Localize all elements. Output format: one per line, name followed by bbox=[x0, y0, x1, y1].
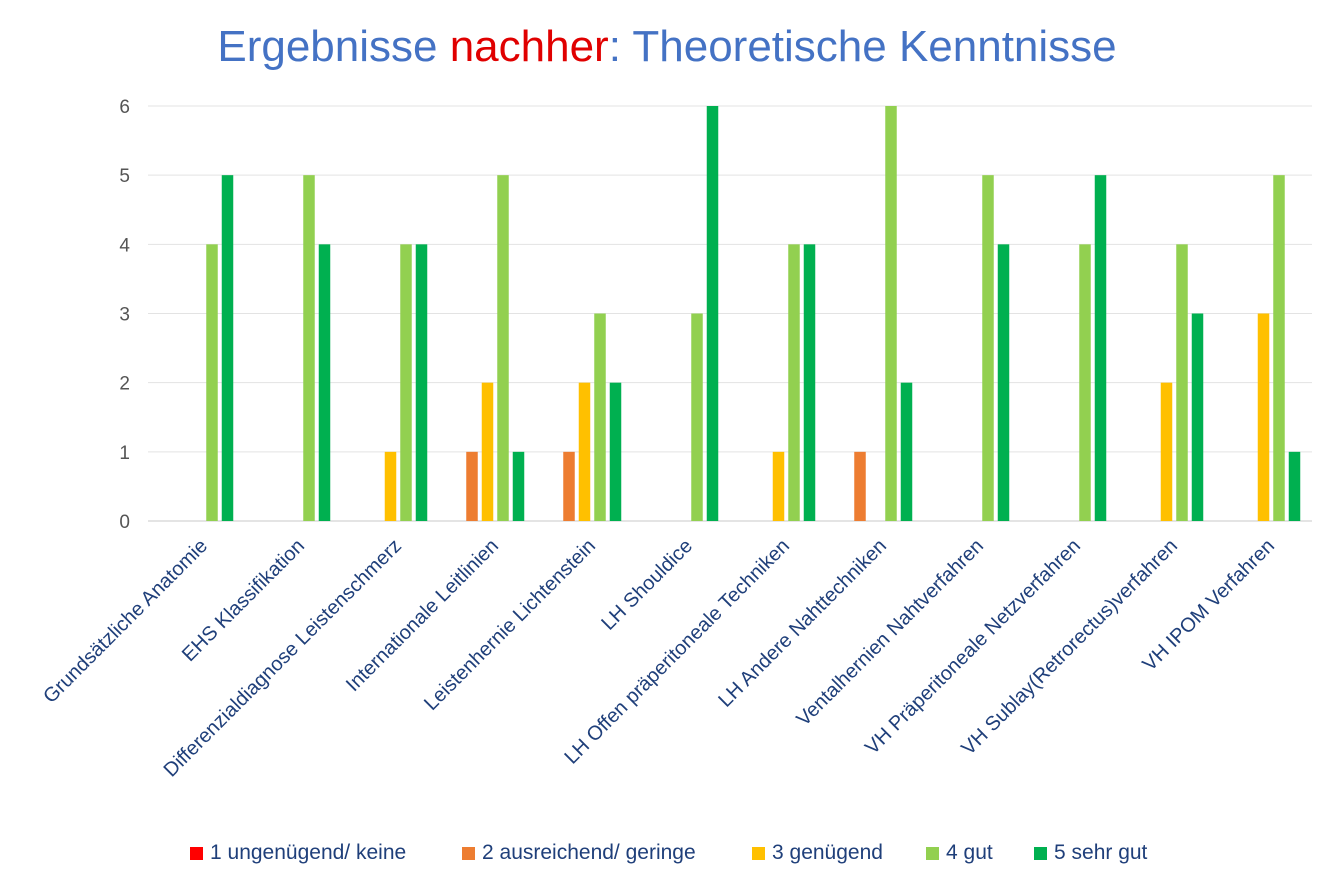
bar bbox=[885, 106, 897, 521]
y-tick-label: 6 bbox=[119, 97, 130, 118]
bar bbox=[803, 244, 816, 522]
bar bbox=[206, 244, 218, 522]
legend: 1 ungenügend/ keine 2 ausreichend/ gering… bbox=[190, 841, 1148, 864]
legend-swatch bbox=[462, 847, 475, 860]
bar bbox=[400, 244, 412, 522]
legend-swatch bbox=[926, 847, 939, 860]
bar bbox=[1273, 175, 1285, 521]
legend-label: 4 gut bbox=[946, 841, 993, 864]
legend-item: 4 gut bbox=[926, 841, 993, 864]
bar bbox=[512, 451, 525, 521]
bar bbox=[594, 313, 606, 521]
bar bbox=[1257, 313, 1270, 521]
bar bbox=[318, 244, 331, 522]
legend-swatch bbox=[1034, 847, 1047, 860]
bar bbox=[415, 244, 428, 522]
x-tick-label: Grundsätzliche Anatomie bbox=[39, 535, 212, 708]
gridlines bbox=[148, 105, 1312, 522]
legend-item: 5 sehr gut bbox=[1034, 841, 1148, 864]
bar bbox=[788, 244, 800, 522]
bar bbox=[303, 175, 315, 521]
bar bbox=[609, 382, 622, 521]
y-tick-label: 3 bbox=[119, 305, 130, 326]
legend-label: 2 ausreichend/ geringe bbox=[482, 841, 696, 864]
x-tick-label: LH Shouldice bbox=[597, 535, 697, 635]
bar bbox=[772, 451, 785, 521]
bar bbox=[466, 451, 478, 521]
bar bbox=[1160, 382, 1173, 521]
bar bbox=[997, 244, 1010, 522]
y-tick-label: 2 bbox=[119, 374, 130, 395]
title-part2: : Theoretische Kenntnisse bbox=[608, 22, 1117, 71]
bar bbox=[481, 382, 494, 521]
bar bbox=[1288, 451, 1301, 521]
bar bbox=[563, 451, 575, 521]
bar bbox=[1094, 175, 1107, 521]
legend-swatch bbox=[190, 847, 203, 860]
bar bbox=[1191, 313, 1204, 521]
x-tick-label: LH Andere Nahttechniken bbox=[714, 535, 891, 712]
bar bbox=[982, 175, 994, 521]
bar bbox=[497, 175, 509, 521]
legend-label: 3 genügend bbox=[772, 841, 883, 864]
legend-item: 3 genügend bbox=[752, 841, 883, 864]
x-tick-label: VH Sublay(Retrorectus)verfahren bbox=[957, 535, 1182, 760]
chart-title: Ergebnisse nachher: Theoretische Kenntni… bbox=[0, 22, 1334, 72]
y-axis: 0 1 2 3 4 5 6 bbox=[119, 97, 130, 533]
x-tick-label: VH Präperitoneale Netzverfahren bbox=[861, 535, 1085, 759]
bar bbox=[854, 451, 866, 521]
bar bbox=[1176, 244, 1188, 522]
legend-swatch bbox=[752, 847, 765, 860]
bar bbox=[384, 451, 397, 521]
title-highlight: nachher bbox=[449, 22, 609, 71]
bar bbox=[691, 313, 703, 521]
bar bbox=[578, 382, 591, 521]
legend-item: 2 ausreichend/ geringe bbox=[462, 841, 696, 864]
y-tick-label: 5 bbox=[119, 166, 130, 187]
bar bbox=[1079, 244, 1091, 522]
y-tick-label: 1 bbox=[119, 443, 130, 464]
x-tick-label: Leistenhernie Lichtenstein bbox=[420, 535, 600, 715]
bars bbox=[206, 106, 1301, 522]
y-tick-label: 4 bbox=[119, 235, 130, 256]
bar bbox=[706, 106, 719, 521]
bar bbox=[900, 382, 913, 521]
bar bbox=[221, 175, 234, 521]
legend-label: 5 sehr gut bbox=[1054, 841, 1148, 864]
y-tick-label: 0 bbox=[119, 512, 130, 533]
x-tick-label: Ventalhernien Nahtverfahren bbox=[792, 535, 988, 731]
title-part1: Ergebnisse bbox=[217, 22, 450, 71]
legend-label: 1 ungenügend/ keine bbox=[210, 841, 406, 864]
legend-item: 1 ungenügend/ keine bbox=[190, 841, 406, 864]
